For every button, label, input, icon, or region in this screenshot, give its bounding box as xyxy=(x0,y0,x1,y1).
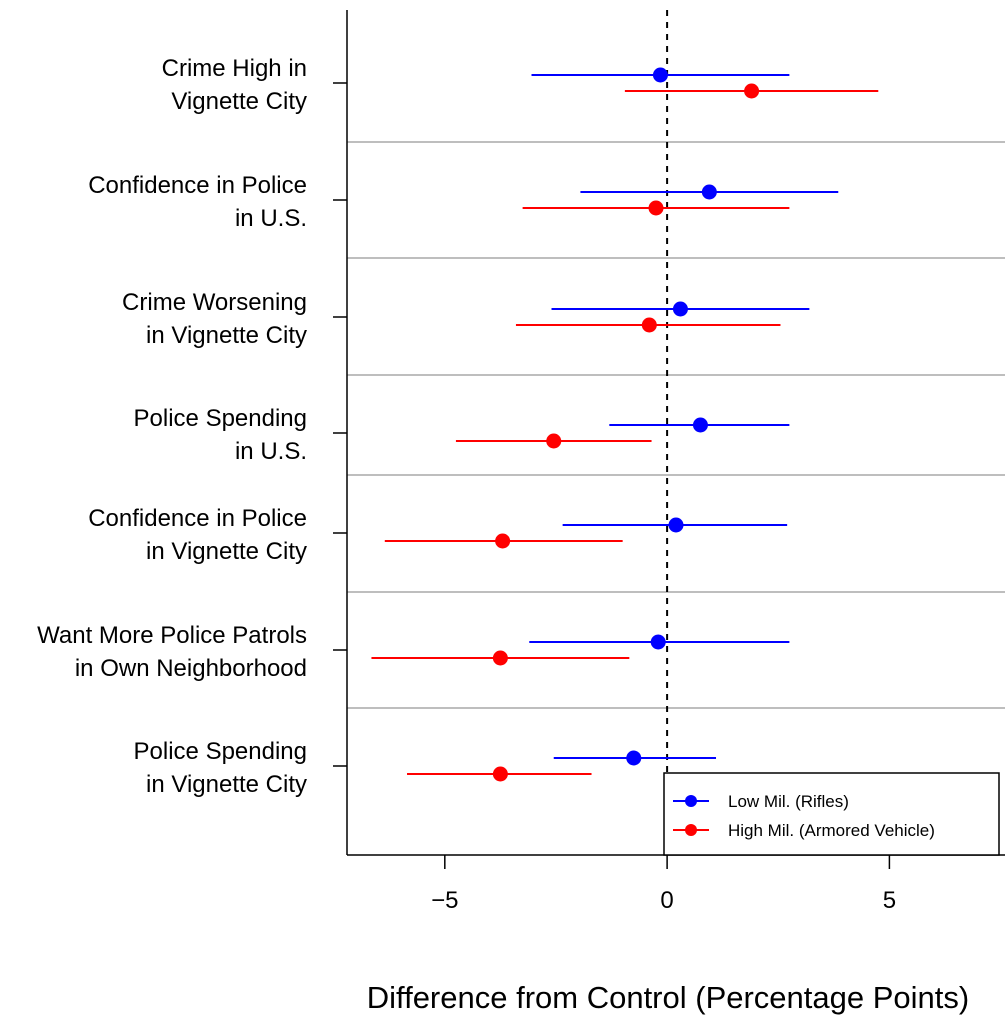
point-estimate xyxy=(648,200,664,216)
point-estimate xyxy=(626,750,642,766)
x-tick-label: 5 xyxy=(883,887,896,914)
category-label-line1: Confidence in Police xyxy=(88,505,307,532)
point-estimate xyxy=(641,317,657,333)
point-estimate xyxy=(546,433,562,449)
point-estimate xyxy=(672,301,688,317)
legend-marker xyxy=(685,824,697,836)
x-tick-label: −5 xyxy=(431,887,458,914)
point-estimate xyxy=(744,83,760,99)
point-estimate xyxy=(652,67,668,83)
category-label-line2: Vignette City xyxy=(171,88,307,115)
category-label-line1: Crime Worsening xyxy=(122,289,307,316)
legend-label: High Mil. (Armored Vehicle) xyxy=(728,821,935,840)
point-estimate xyxy=(492,650,508,666)
legend-marker xyxy=(685,795,697,807)
category-labels: Crime High in Vignette City Confidence in … xyxy=(37,55,307,798)
point-estimate xyxy=(495,533,511,549)
x-tick-label: 0 xyxy=(660,887,673,914)
legend-label: Low Mil. (Rifles) xyxy=(728,792,849,811)
axes: −5 0 5 xyxy=(333,10,1005,914)
category-label-line2: in Vignette City xyxy=(146,771,307,798)
category-label-line2: in Own Neighborhood xyxy=(75,655,307,682)
category-label-line1: Police Spending xyxy=(134,738,307,765)
category-label-line1: Want More Police Patrols xyxy=(37,622,307,649)
category-label-line2: in U.S. xyxy=(235,438,307,465)
group-separators xyxy=(347,141,1005,709)
category-label-line2: in Vignette City xyxy=(146,538,307,565)
category-label-line1: Crime High in xyxy=(162,55,307,82)
x-axis-label: Difference from Control (Percentage Poin… xyxy=(367,980,969,1015)
legend: Low Mil. (Rifles) High Mil. (Armored Vehi… xyxy=(663,772,1000,856)
point-estimate xyxy=(701,184,717,200)
category-label-line1: Police Spending xyxy=(134,405,307,432)
point-estimate xyxy=(668,517,684,533)
point-estimate xyxy=(492,766,508,782)
category-label-line1: Confidence in Police xyxy=(88,172,307,199)
legend-box xyxy=(663,772,1000,856)
point-estimate xyxy=(650,634,666,650)
data-marks xyxy=(371,67,879,782)
point-estimate xyxy=(692,417,708,433)
category-label-line2: in Vignette City xyxy=(146,322,307,349)
category-label-line2: in U.S. xyxy=(235,205,307,232)
